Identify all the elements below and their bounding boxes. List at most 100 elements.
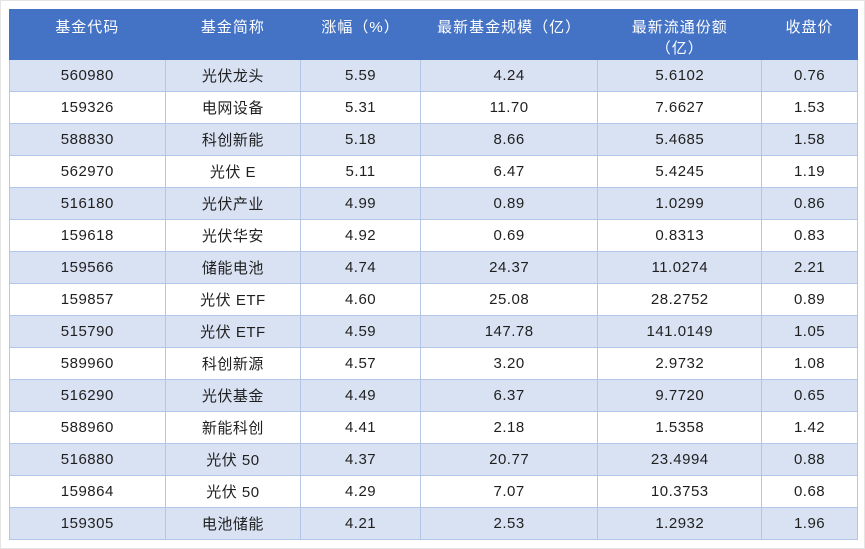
change-pct-cell: 4.99 bbox=[300, 187, 421, 220]
fund-code-cell: 516880 bbox=[9, 443, 166, 476]
change-pct-cell: 4.41 bbox=[300, 411, 421, 444]
fund-name-cell: 光伏 E bbox=[164, 155, 302, 188]
float-shares-cell: 28.2752 bbox=[597, 283, 763, 316]
fund-size-cell: 0.69 bbox=[419, 219, 599, 252]
float-shares-cell: 10.3753 bbox=[597, 475, 763, 508]
header-float-shares: 最新流通份额 （亿） bbox=[597, 9, 763, 60]
change-pct-cell: 4.92 bbox=[300, 219, 421, 252]
header-fund-code: 基金代码 bbox=[9, 9, 166, 60]
fund-code-cell: 562970 bbox=[9, 155, 166, 188]
header-fund-name: 基金简称 bbox=[164, 9, 302, 60]
table-row: 159857 光伏 ETF 4.60 25.08 28.2752 0.89 bbox=[9, 283, 858, 316]
close-price-cell: 0.68 bbox=[761, 475, 858, 508]
fund-code-cell: 159618 bbox=[9, 219, 166, 252]
change-pct-cell: 4.29 bbox=[300, 475, 421, 508]
fund-code-cell: 516180 bbox=[9, 187, 166, 220]
change-pct-cell: 5.59 bbox=[300, 59, 421, 92]
change-pct-cell: 5.11 bbox=[300, 155, 421, 188]
table-row: 516180 光伏产业 4.99 0.89 1.0299 0.86 bbox=[9, 187, 858, 220]
fund-size-cell: 4.24 bbox=[419, 59, 599, 92]
float-shares-cell: 5.4685 bbox=[597, 123, 763, 156]
fund-name-cell: 电网设备 bbox=[164, 91, 302, 124]
table-row: 588830 科创新能 5.18 8.66 5.4685 1.58 bbox=[9, 123, 858, 156]
fund-code-cell: 589960 bbox=[9, 347, 166, 380]
float-shares-cell: 9.7720 bbox=[597, 379, 763, 412]
close-price-cell: 0.76 bbox=[761, 59, 858, 92]
fund-code-cell: 515790 bbox=[9, 315, 166, 348]
change-pct-cell: 5.18 bbox=[300, 123, 421, 156]
table-row: 562970 光伏 E 5.11 6.47 5.4245 1.19 bbox=[9, 155, 858, 188]
float-shares-cell: 5.4245 bbox=[597, 155, 763, 188]
fund-code-cell: 159326 bbox=[9, 91, 166, 124]
fund-name-cell: 光伏产业 bbox=[164, 187, 302, 220]
fund-size-cell: 6.37 bbox=[419, 379, 599, 412]
fund-name-cell: 科创新源 bbox=[164, 347, 302, 380]
fund-code-cell: 159566 bbox=[9, 251, 166, 284]
float-shares-cell: 1.2932 bbox=[597, 507, 763, 540]
fund-name-cell: 光伏 50 bbox=[164, 443, 302, 476]
close-price-cell: 0.88 bbox=[761, 443, 858, 476]
table-row: 516880 光伏 50 4.37 20.77 23.4994 0.88 bbox=[9, 443, 858, 476]
fund-size-cell: 8.66 bbox=[419, 123, 599, 156]
change-pct-cell: 5.31 bbox=[300, 91, 421, 124]
header-fund-size: 最新基金规模（亿） bbox=[419, 9, 599, 60]
close-price-cell: 1.05 bbox=[761, 315, 858, 348]
fund-name-cell: 光伏 ETF bbox=[164, 315, 302, 348]
table-row: 159305 电池储能 4.21 2.53 1.2932 1.96 bbox=[9, 507, 858, 540]
float-shares-cell: 23.4994 bbox=[597, 443, 763, 476]
close-price-cell: 0.83 bbox=[761, 219, 858, 252]
fund-size-cell: 25.08 bbox=[419, 283, 599, 316]
fund-size-cell: 3.20 bbox=[419, 347, 599, 380]
table-row: 589960 科创新源 4.57 3.20 2.9732 1.08 bbox=[9, 347, 858, 380]
header-change-pct: 涨幅（%） bbox=[300, 9, 421, 60]
fund-code-cell: 159305 bbox=[9, 507, 166, 540]
fund-name-cell: 科创新能 bbox=[164, 123, 302, 156]
header-close-price: 收盘价 bbox=[761, 9, 858, 60]
fund-code-cell: 159864 bbox=[9, 475, 166, 508]
float-shares-cell: 2.9732 bbox=[597, 347, 763, 380]
close-price-cell: 0.89 bbox=[761, 283, 858, 316]
fund-size-cell: 11.70 bbox=[419, 91, 599, 124]
change-pct-cell: 4.74 bbox=[300, 251, 421, 284]
fund-size-cell: 2.18 bbox=[419, 411, 599, 444]
close-price-cell: 1.53 bbox=[761, 91, 858, 124]
change-pct-cell: 4.49 bbox=[300, 379, 421, 412]
close-price-cell: 1.58 bbox=[761, 123, 858, 156]
fund-size-cell: 6.47 bbox=[419, 155, 599, 188]
table-body: 560980 光伏龙头 5.59 4.24 5.6102 0.76 159326 电网设备 5.… bbox=[9, 59, 858, 540]
fund-size-cell: 2.53 bbox=[419, 507, 599, 540]
close-price-cell: 0.86 bbox=[761, 187, 858, 220]
close-price-cell: 0.65 bbox=[761, 379, 858, 412]
close-price-cell: 1.19 bbox=[761, 155, 858, 188]
fund-code-cell: 588830 bbox=[9, 123, 166, 156]
fund-name-cell: 光伏 50 bbox=[164, 475, 302, 508]
float-shares-cell: 0.8313 bbox=[597, 219, 763, 252]
fund-name-cell: 光伏龙头 bbox=[164, 59, 302, 92]
change-pct-cell: 4.37 bbox=[300, 443, 421, 476]
float-shares-cell: 5.6102 bbox=[597, 59, 763, 92]
fund-size-cell: 20.77 bbox=[419, 443, 599, 476]
close-price-cell: 2.21 bbox=[761, 251, 858, 284]
change-pct-cell: 4.57 bbox=[300, 347, 421, 380]
fund-name-cell: 电池储能 bbox=[164, 507, 302, 540]
table-row: 560980 光伏龙头 5.59 4.24 5.6102 0.76 bbox=[9, 59, 858, 92]
float-shares-cell: 1.5358 bbox=[597, 411, 763, 444]
header-row: 基金代码 基金简称 涨幅（%） 最新基金规模（亿） 最新流通份额 （亿） 收盘价 bbox=[9, 9, 858, 60]
fund-code-cell: 159857 bbox=[9, 283, 166, 316]
fund-name-cell: 光伏基金 bbox=[164, 379, 302, 412]
table-row: 159326 电网设备 5.31 11.70 7.6627 1.53 bbox=[9, 91, 858, 124]
close-price-cell: 1.42 bbox=[761, 411, 858, 444]
table-row: 515790 光伏 ETF 4.59 147.78 141.0149 1.05 bbox=[9, 315, 858, 348]
fund-size-cell: 147.78 bbox=[419, 315, 599, 348]
change-pct-cell: 4.21 bbox=[300, 507, 421, 540]
fund-name-cell: 光伏华安 bbox=[164, 219, 302, 252]
fund-table: 基金代码 基金简称 涨幅（%） 最新基金规模（亿） 最新流通份额 （亿） 收盘价… bbox=[9, 9, 858, 540]
fund-name-cell: 新能科创 bbox=[164, 411, 302, 444]
change-pct-cell: 4.60 bbox=[300, 283, 421, 316]
table-row: 159864 光伏 50 4.29 7.07 10.3753 0.68 bbox=[9, 475, 858, 508]
fund-code-cell: 516290 bbox=[9, 379, 166, 412]
close-price-cell: 1.96 bbox=[761, 507, 858, 540]
fund-size-cell: 0.89 bbox=[419, 187, 599, 220]
float-shares-cell: 11.0274 bbox=[597, 251, 763, 284]
